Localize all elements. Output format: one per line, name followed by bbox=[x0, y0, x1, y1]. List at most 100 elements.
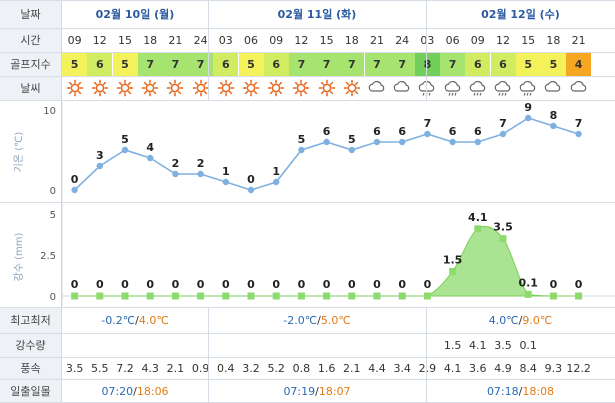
wind-speed-cell: 0.9 bbox=[191, 361, 210, 375]
temperature-data-label: 6 bbox=[449, 125, 457, 138]
cloud-icon bbox=[541, 76, 565, 100]
temperature-point bbox=[449, 138, 456, 146]
temperature-point bbox=[550, 122, 557, 130]
day-label: 02월 11일 (화) bbox=[277, 8, 357, 21]
golf-index-cell: 5 bbox=[540, 52, 566, 76]
temperature-data-label: 6 bbox=[398, 125, 406, 138]
hour-cell: 21 bbox=[168, 33, 183, 47]
hour-cell: 21 bbox=[370, 33, 384, 47]
temperature-point bbox=[222, 178, 229, 186]
cloud-rain-icon bbox=[516, 76, 540, 100]
temperature-point bbox=[298, 146, 305, 154]
sun-icon bbox=[63, 76, 87, 100]
precipitation-point bbox=[423, 292, 431, 300]
sun-day: 07:20/18:06 bbox=[62, 379, 208, 403]
y-tick-label: 0 bbox=[50, 292, 56, 303]
precipitation-point bbox=[247, 292, 255, 300]
slash-separator: / bbox=[133, 384, 137, 398]
precipitation-point bbox=[222, 292, 230, 300]
rain-chart-label-area bbox=[0, 202, 62, 307]
golf-index-cell: 6 bbox=[465, 52, 491, 76]
sunset-time: 18:06 bbox=[136, 384, 169, 398]
slash-separator: / bbox=[135, 313, 139, 327]
golf-index-cell: 6 bbox=[87, 52, 113, 76]
hour-cell: 18 bbox=[344, 33, 359, 47]
rainfall-cell bbox=[113, 333, 137, 357]
hour-cell: 12 bbox=[294, 33, 309, 47]
day-separator bbox=[208, 0, 209, 100]
cloud-rain-icon bbox=[441, 76, 465, 100]
precipitation-point bbox=[474, 225, 482, 233]
sun-icon bbox=[163, 76, 187, 100]
precipitation-data-label: 4.1 bbox=[468, 211, 488, 224]
rainfall-cell bbox=[289, 333, 313, 357]
rainfall-cell: 0.1 bbox=[519, 338, 537, 352]
precipitation-point bbox=[398, 292, 406, 300]
slash-separator: / bbox=[518, 313, 523, 327]
temperature-point bbox=[499, 130, 507, 138]
wind-label: 풍속 bbox=[0, 357, 62, 379]
precipitation-data-label: 0 bbox=[197, 278, 205, 291]
golf-index-cell: 7 bbox=[288, 52, 314, 76]
precipitation-chart: 5 2.5 0 강수 (mm) 0 0 0 0 0 0 0 0 0 0 0 0 0 0 0 1.5 4.1 3.5 0.1 0… bbox=[13, 202, 615, 307]
sun-icon bbox=[340, 76, 364, 100]
day-label: 02월 12일 (수) bbox=[481, 8, 560, 21]
temperature-data-label: 1 bbox=[272, 165, 280, 178]
hour-cell: 24 bbox=[395, 33, 410, 47]
hour-cell: 15 bbox=[118, 33, 132, 47]
temperature-point bbox=[121, 146, 129, 154]
divider bbox=[0, 52, 615, 53]
wind-speed-cell: 4.3 bbox=[141, 361, 159, 375]
day-label: 02월 10일 (월) bbox=[95, 8, 175, 21]
temperature-data-label: 7 bbox=[424, 117, 432, 130]
wind-speed-cell: 9.3 bbox=[544, 361, 563, 375]
rainfall-cell bbox=[390, 333, 414, 357]
precipitation-point bbox=[323, 292, 331, 300]
golf-index-label: 골프지수 bbox=[0, 52, 62, 76]
min-temp: 4.0℃ bbox=[488, 313, 519, 327]
rainfall-cell bbox=[264, 333, 288, 357]
precipitation-data-label: 0 bbox=[121, 278, 129, 291]
wind-speed-cell: 4.9 bbox=[494, 361, 512, 375]
weather-row bbox=[62, 76, 615, 100]
cloud-rain-icon bbox=[491, 76, 515, 100]
temperature-point bbox=[71, 186, 78, 194]
y-tick-label: 5 bbox=[50, 210, 56, 221]
sunrise-time: 07:18 bbox=[486, 384, 519, 398]
hour-cell: 03 bbox=[420, 33, 435, 47]
precipitation-data-label: 0 bbox=[272, 278, 280, 291]
wind-speed-cell: 4.4 bbox=[368, 361, 386, 375]
golf-index-cell: 5 bbox=[112, 52, 138, 76]
wind-speed-cell: 12.2 bbox=[566, 361, 591, 375]
hour-cell: 18 bbox=[143, 33, 158, 47]
wind-speed-cell: 3.4 bbox=[393, 361, 411, 375]
divider bbox=[0, 202, 615, 203]
wind-speed-cell: 3.2 bbox=[242, 361, 260, 375]
temperature-point bbox=[399, 138, 406, 146]
rainfall-label: 강수량 bbox=[0, 333, 62, 357]
weather-label: 날씨 bbox=[0, 76, 62, 100]
hour-cell: 15 bbox=[521, 33, 536, 47]
rainfall-cell: 1.5 bbox=[443, 338, 462, 352]
golf-index-cell: 8 bbox=[414, 52, 440, 76]
max-temp: 5.0℃ bbox=[320, 313, 351, 327]
precipitation-data-label: 0 bbox=[146, 278, 154, 291]
y-tick-label: 10 bbox=[43, 106, 56, 117]
day-separator bbox=[426, 0, 427, 100]
rainfall-cell bbox=[340, 333, 364, 357]
rainfall-cell bbox=[239, 333, 263, 357]
sunset-time: 18:08 bbox=[522, 384, 555, 398]
precipitation-data-label: 1.5 bbox=[443, 253, 463, 266]
temperature-data-label: 3 bbox=[96, 149, 104, 162]
wind-speed-cell: 5.5 bbox=[91, 361, 109, 375]
precipitation-point bbox=[272, 292, 280, 300]
precipitation-point bbox=[549, 292, 557, 300]
rainfall-cell bbox=[214, 333, 238, 357]
cloud-icon bbox=[390, 76, 414, 100]
precipitation-data-label: 0 bbox=[96, 278, 104, 291]
cloud-icon bbox=[365, 76, 389, 100]
temperature-point bbox=[525, 114, 532, 122]
axis-label: 기온 (℃) bbox=[13, 132, 25, 173]
hour-cell: 06 bbox=[244, 33, 258, 47]
